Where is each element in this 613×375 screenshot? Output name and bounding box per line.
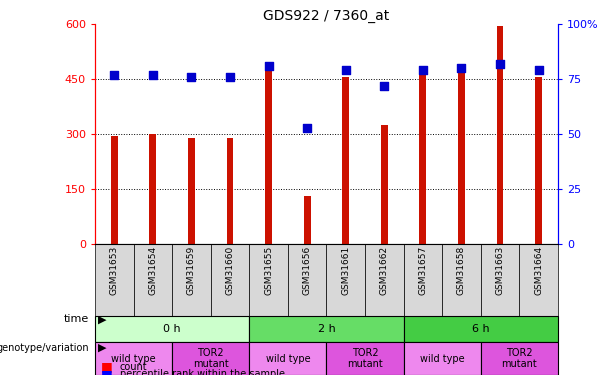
Point (457, 65, 466, 71)
Bar (288, 244, 327, 316)
Point (495, 61, 505, 67)
Bar (442, 244, 481, 316)
Point (225, 74, 235, 80)
Text: GSM31664: GSM31664 (534, 246, 543, 295)
Bar (303, 196, 311, 244)
Bar (419, 70, 426, 244)
Text: ▶: ▶ (98, 343, 107, 353)
Point (341, 68, 351, 74)
Text: wild type: wild type (265, 354, 310, 363)
Bar (249, 342, 327, 375)
Text: GSM31660: GSM31660 (226, 246, 235, 296)
Bar (403, 244, 442, 316)
Bar (134, 244, 172, 316)
Text: count: count (120, 362, 147, 372)
Point (418, 68, 428, 74)
Point (379, 83, 389, 89)
Bar (95, 244, 134, 316)
Bar (403, 316, 558, 342)
Text: 6 h: 6 h (472, 324, 490, 334)
Bar (188, 138, 195, 244)
Bar (95, 342, 172, 375)
Bar (172, 342, 249, 375)
Text: TOR2
mutant: TOR2 mutant (501, 348, 537, 369)
Bar (249, 316, 403, 342)
Bar (381, 125, 388, 244)
Text: GSM31663: GSM31663 (495, 246, 504, 296)
Text: GSM31655: GSM31655 (264, 246, 273, 296)
Bar (150, 134, 156, 244)
Point (302, 124, 312, 130)
Text: wild type: wild type (420, 354, 465, 363)
Text: ■: ■ (101, 368, 113, 375)
Bar (211, 244, 249, 316)
Text: 0 h: 0 h (163, 324, 181, 334)
Bar (95, 316, 249, 342)
Bar (497, 26, 503, 244)
Text: GSM31661: GSM31661 (341, 246, 350, 296)
Text: wild type: wild type (112, 354, 156, 363)
Bar (403, 342, 481, 375)
Bar (327, 342, 403, 375)
Point (109, 72, 119, 78)
Bar (342, 78, 349, 244)
Text: GSM31662: GSM31662 (380, 246, 389, 295)
Bar (481, 342, 558, 375)
Text: GSM31656: GSM31656 (303, 246, 311, 296)
Bar (111, 136, 118, 244)
Text: percentile rank within the sample: percentile rank within the sample (120, 369, 284, 375)
Text: GSM31654: GSM31654 (148, 246, 158, 295)
Bar (265, 64, 272, 244)
Text: time: time (64, 315, 89, 324)
Bar (227, 138, 234, 244)
Point (186, 74, 196, 80)
Text: TOR2
mutant: TOR2 mutant (193, 348, 229, 369)
Point (264, 63, 273, 69)
Bar (249, 244, 288, 316)
Text: 2 h: 2 h (318, 324, 335, 334)
Bar (327, 244, 365, 316)
Text: TOR2
mutant: TOR2 mutant (347, 348, 383, 369)
Point (534, 68, 544, 74)
Text: GSM31659: GSM31659 (187, 246, 196, 296)
Text: GSM31658: GSM31658 (457, 246, 466, 296)
Text: GSM31653: GSM31653 (110, 246, 119, 296)
Bar (172, 244, 211, 316)
Text: GSM31657: GSM31657 (418, 246, 427, 296)
Bar (365, 244, 403, 316)
Title: GDS922 / 7360_at: GDS922 / 7360_at (264, 9, 389, 23)
Text: ■: ■ (101, 360, 113, 373)
Bar (458, 68, 465, 244)
Text: genotype/variation: genotype/variation (0, 343, 89, 353)
Point (148, 72, 158, 78)
Text: ▶: ▶ (98, 315, 107, 324)
Bar (519, 244, 558, 316)
Bar (481, 244, 519, 316)
Bar (535, 78, 542, 244)
